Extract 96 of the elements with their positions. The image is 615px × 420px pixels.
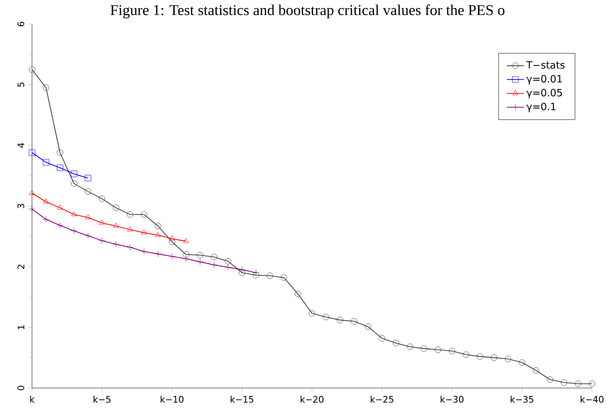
- x-tick-label: k−5: [94, 396, 110, 403]
- point: [140, 211, 148, 218]
- chart-title: Figure 1: Test statistics and bootstrap critical values for the PES o: [110, 4, 504, 18]
- y-tick-label: 4: [18, 142, 24, 148]
- point: [406, 344, 414, 350]
- point: [308, 310, 316, 317]
- legend-label: T−stats: [526, 61, 565, 69]
- point: [169, 236, 175, 240]
- y-tick-label: 1: [18, 325, 24, 330]
- point: [154, 222, 162, 230]
- point: [98, 237, 106, 244]
- point: [294, 290, 302, 298]
- point: [168, 253, 176, 260]
- point: [588, 380, 596, 387]
- point: [574, 380, 582, 387]
- point: [462, 351, 470, 358]
- y-tick-label: 5: [18, 82, 24, 87]
- point: [392, 340, 400, 346]
- point: [210, 262, 218, 268]
- point: [127, 226, 133, 232]
- point: [84, 174, 92, 182]
- point: [182, 251, 190, 258]
- legend-label: γ=0.1: [526, 102, 556, 112]
- point: [28, 149, 36, 156]
- point: [28, 206, 36, 212]
- point: [155, 232, 161, 237]
- point: [112, 204, 120, 212]
- point: [504, 356, 512, 362]
- point: [42, 216, 50, 223]
- legend-label: γ=0.01: [526, 75, 562, 85]
- x-tick-label: k−30: [440, 396, 464, 403]
- point: [42, 159, 50, 166]
- point: [322, 314, 330, 320]
- point: [378, 335, 386, 342]
- point: [196, 252, 204, 258]
- point: [57, 204, 63, 210]
- point: [84, 232, 92, 239]
- x-tick-label: k−25: [370, 396, 394, 403]
- point: [70, 170, 78, 178]
- point: [182, 256, 190, 262]
- point: [42, 84, 50, 91]
- point: [112, 241, 120, 248]
- point: [99, 220, 105, 225]
- point: [196, 258, 204, 265]
- point: [56, 222, 64, 229]
- x-tick-label: k−35: [510, 396, 534, 403]
- point: [364, 324, 372, 330]
- x-tick-label: k: [30, 396, 35, 403]
- point: [252, 270, 260, 276]
- point: [266, 272, 274, 279]
- point: [168, 238, 176, 245]
- point: [336, 316, 344, 324]
- point: [141, 230, 147, 234]
- point: [126, 244, 134, 250]
- point: [98, 196, 106, 202]
- point: [71, 211, 77, 216]
- point: [238, 270, 246, 276]
- point: [546, 376, 554, 383]
- point: [140, 248, 148, 255]
- point: [476, 353, 484, 360]
- point: [532, 367, 540, 374]
- point: [350, 318, 358, 324]
- point: [224, 264, 232, 270]
- point: [126, 211, 134, 218]
- legend-label: γ=0.05: [526, 88, 562, 98]
- x-tick-label: k−40: [580, 396, 604, 403]
- point: [238, 266, 246, 273]
- x-tick-label: k−10: [160, 396, 184, 403]
- y-tick-label: 3: [17, 204, 24, 208]
- point: [420, 345, 428, 352]
- point: [434, 346, 442, 353]
- point: [70, 180, 78, 187]
- point: [224, 258, 232, 264]
- y-tick-label: 2: [18, 264, 24, 269]
- x-tick-label: k−20: [300, 396, 324, 403]
- point: [448, 348, 456, 354]
- point: [280, 274, 288, 281]
- x-tick-label: k−15: [230, 396, 254, 403]
- point: [252, 272, 260, 278]
- point: [56, 164, 64, 171]
- point: [518, 359, 526, 366]
- point: [210, 254, 218, 260]
- point: [84, 188, 92, 195]
- point: [154, 250, 162, 258]
- y-tick-label: 0: [17, 386, 24, 390]
- point: [85, 214, 91, 220]
- point: [70, 228, 78, 234]
- point: [113, 222, 119, 228]
- point: [560, 379, 568, 386]
- point: [56, 149, 64, 156]
- point: [490, 354, 498, 361]
- point: [183, 238, 189, 243]
- point: [43, 198, 49, 204]
- y-tick-label: 6: [17, 22, 24, 26]
- point: [29, 190, 35, 195]
- point: [28, 66, 36, 73]
